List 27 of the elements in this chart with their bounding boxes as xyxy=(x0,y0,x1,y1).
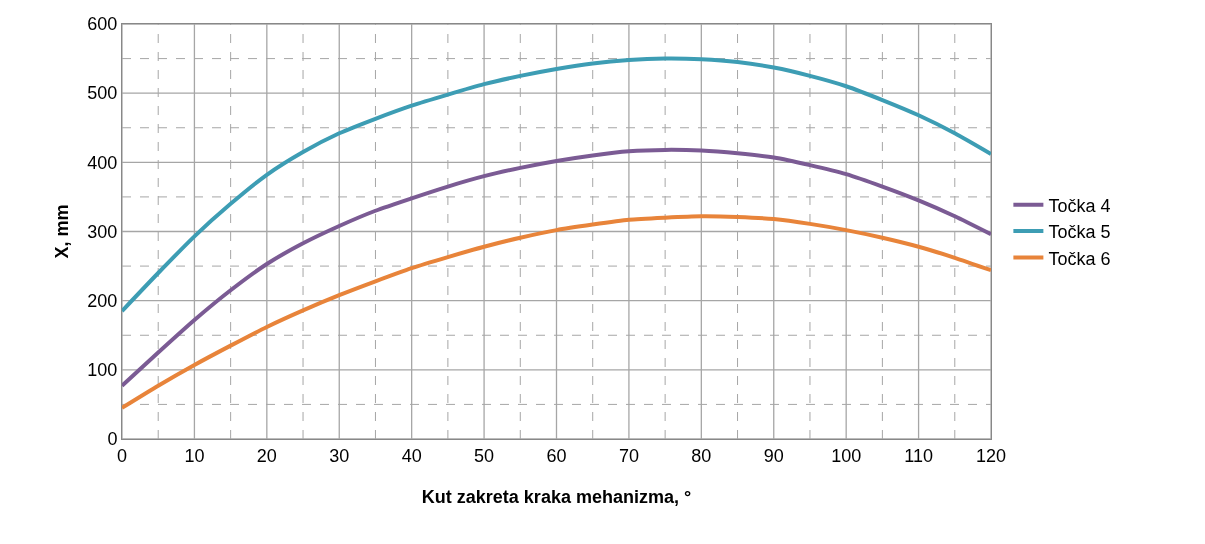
y-tick-label: 600 xyxy=(87,14,118,35)
line-series xyxy=(122,147,991,388)
legend-label: Točka 4 xyxy=(1048,195,1111,216)
x-tick-label: 60 xyxy=(546,445,567,466)
x-tick-label: 90 xyxy=(763,445,784,466)
x-tick-label: 40 xyxy=(401,445,422,466)
y-tick-label: 0 xyxy=(107,429,118,450)
y-tick-label: 500 xyxy=(87,83,118,104)
x-tick-label: 80 xyxy=(691,445,712,466)
x-tick-label: 110 xyxy=(904,445,933,466)
x-tick-label: 70 xyxy=(618,445,639,466)
x-tick-label: 10 xyxy=(184,445,205,466)
x-tick-label: 20 xyxy=(256,445,277,466)
y-tick-label: 300 xyxy=(87,221,118,242)
x-tick-label: 30 xyxy=(329,445,350,466)
line-series xyxy=(122,56,991,314)
y-tick-label: 400 xyxy=(87,152,118,173)
legend-label: Točka 6 xyxy=(1048,248,1111,269)
legend-label: Točka 5 xyxy=(1048,222,1111,243)
x-tick-label: 50 xyxy=(474,445,495,466)
line-series xyxy=(122,214,991,410)
x-axis-title: Kut zakreta kraka mehanizma, ° xyxy=(421,486,692,507)
x-tick-label: 120 xyxy=(975,445,1007,466)
y-tick-label: 100 xyxy=(87,360,118,381)
x-tick-label: 100 xyxy=(831,445,862,466)
y-tick-label: 200 xyxy=(87,290,118,311)
y-axis-title: X, mm xyxy=(51,204,72,259)
